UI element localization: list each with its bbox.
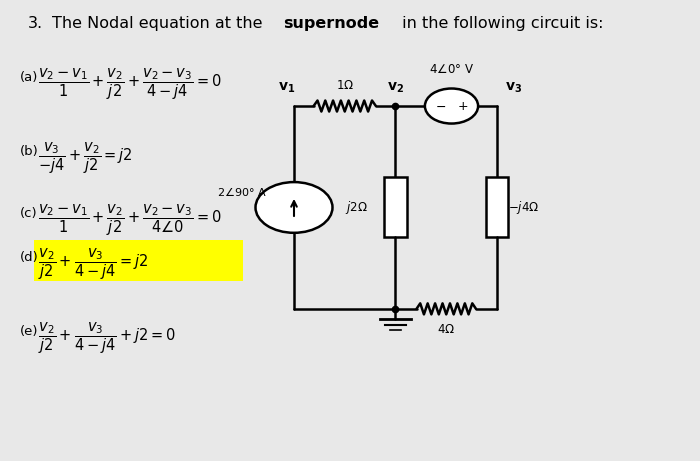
Text: (b): (b) — [20, 145, 38, 158]
Text: $4\Omega$: $4\Omega$ — [438, 323, 455, 336]
Text: (d): (d) — [20, 251, 38, 264]
Text: $4\angle 0°\ \mathrm{V}$: $4\angle 0°\ \mathrm{V}$ — [429, 63, 474, 76]
Text: $\mathbf{v_1}$: $\mathbf{v_1}$ — [279, 80, 295, 95]
Text: $\dfrac{v_2-v_1}{1}+\dfrac{v_2}{j2}+\dfrac{v_2-v_3}{4\angle 0}=0$: $\dfrac{v_2-v_1}{1}+\dfrac{v_2}{j2}+\dfr… — [38, 203, 222, 238]
Circle shape — [425, 89, 478, 124]
Text: $-$: $-$ — [435, 100, 446, 112]
Text: The Nodal equation at the: The Nodal equation at the — [52, 16, 268, 31]
Circle shape — [256, 182, 332, 233]
FancyBboxPatch shape — [34, 240, 243, 281]
Text: $+$: $+$ — [457, 100, 468, 112]
Text: $-j4\Omega$: $-j4\Omega$ — [508, 199, 539, 216]
Text: (c): (c) — [20, 207, 37, 220]
Text: $\dfrac{v_2-v_1}{1}+\dfrac{v_2}{j2}+\dfrac{v_2-v_3}{4-j4}=0$: $\dfrac{v_2-v_1}{1}+\dfrac{v_2}{j2}+\dfr… — [38, 67, 222, 102]
Text: 3.: 3. — [28, 16, 43, 31]
Text: $1\Omega$: $1\Omega$ — [336, 79, 354, 92]
Text: (e): (e) — [20, 325, 38, 338]
Bar — [384, 177, 407, 237]
Text: supernode: supernode — [283, 16, 379, 31]
Bar — [486, 177, 508, 237]
Text: $\mathbf{v_2}$: $\mathbf{v_2}$ — [387, 80, 404, 95]
Text: $\dfrac{v_2}{j2}+\dfrac{v_3}{4-j4}=j2$: $\dfrac{v_2}{j2}+\dfrac{v_3}{4-j4}=j2$ — [38, 247, 149, 282]
Text: in the following circuit is:: in the following circuit is: — [397, 16, 603, 31]
Text: $\dfrac{v_2}{j2}+\dfrac{v_3}{4-j4}+j2=0$: $\dfrac{v_2}{j2}+\dfrac{v_3}{4-j4}+j2=0$ — [38, 320, 176, 355]
Text: $2\angle 90°\ \mathrm{A}$: $2\angle 90°\ \mathrm{A}$ — [216, 185, 267, 198]
Text: $\dfrac{v_3}{-j4}+\dfrac{v_2}{j2}=j2$: $\dfrac{v_3}{-j4}+\dfrac{v_2}{j2}=j2$ — [38, 141, 133, 176]
Text: $\mathbf{v_3}$: $\mathbf{v_3}$ — [505, 80, 523, 95]
Text: $j2\Omega$: $j2\Omega$ — [345, 199, 368, 216]
Text: (a): (a) — [20, 71, 38, 84]
